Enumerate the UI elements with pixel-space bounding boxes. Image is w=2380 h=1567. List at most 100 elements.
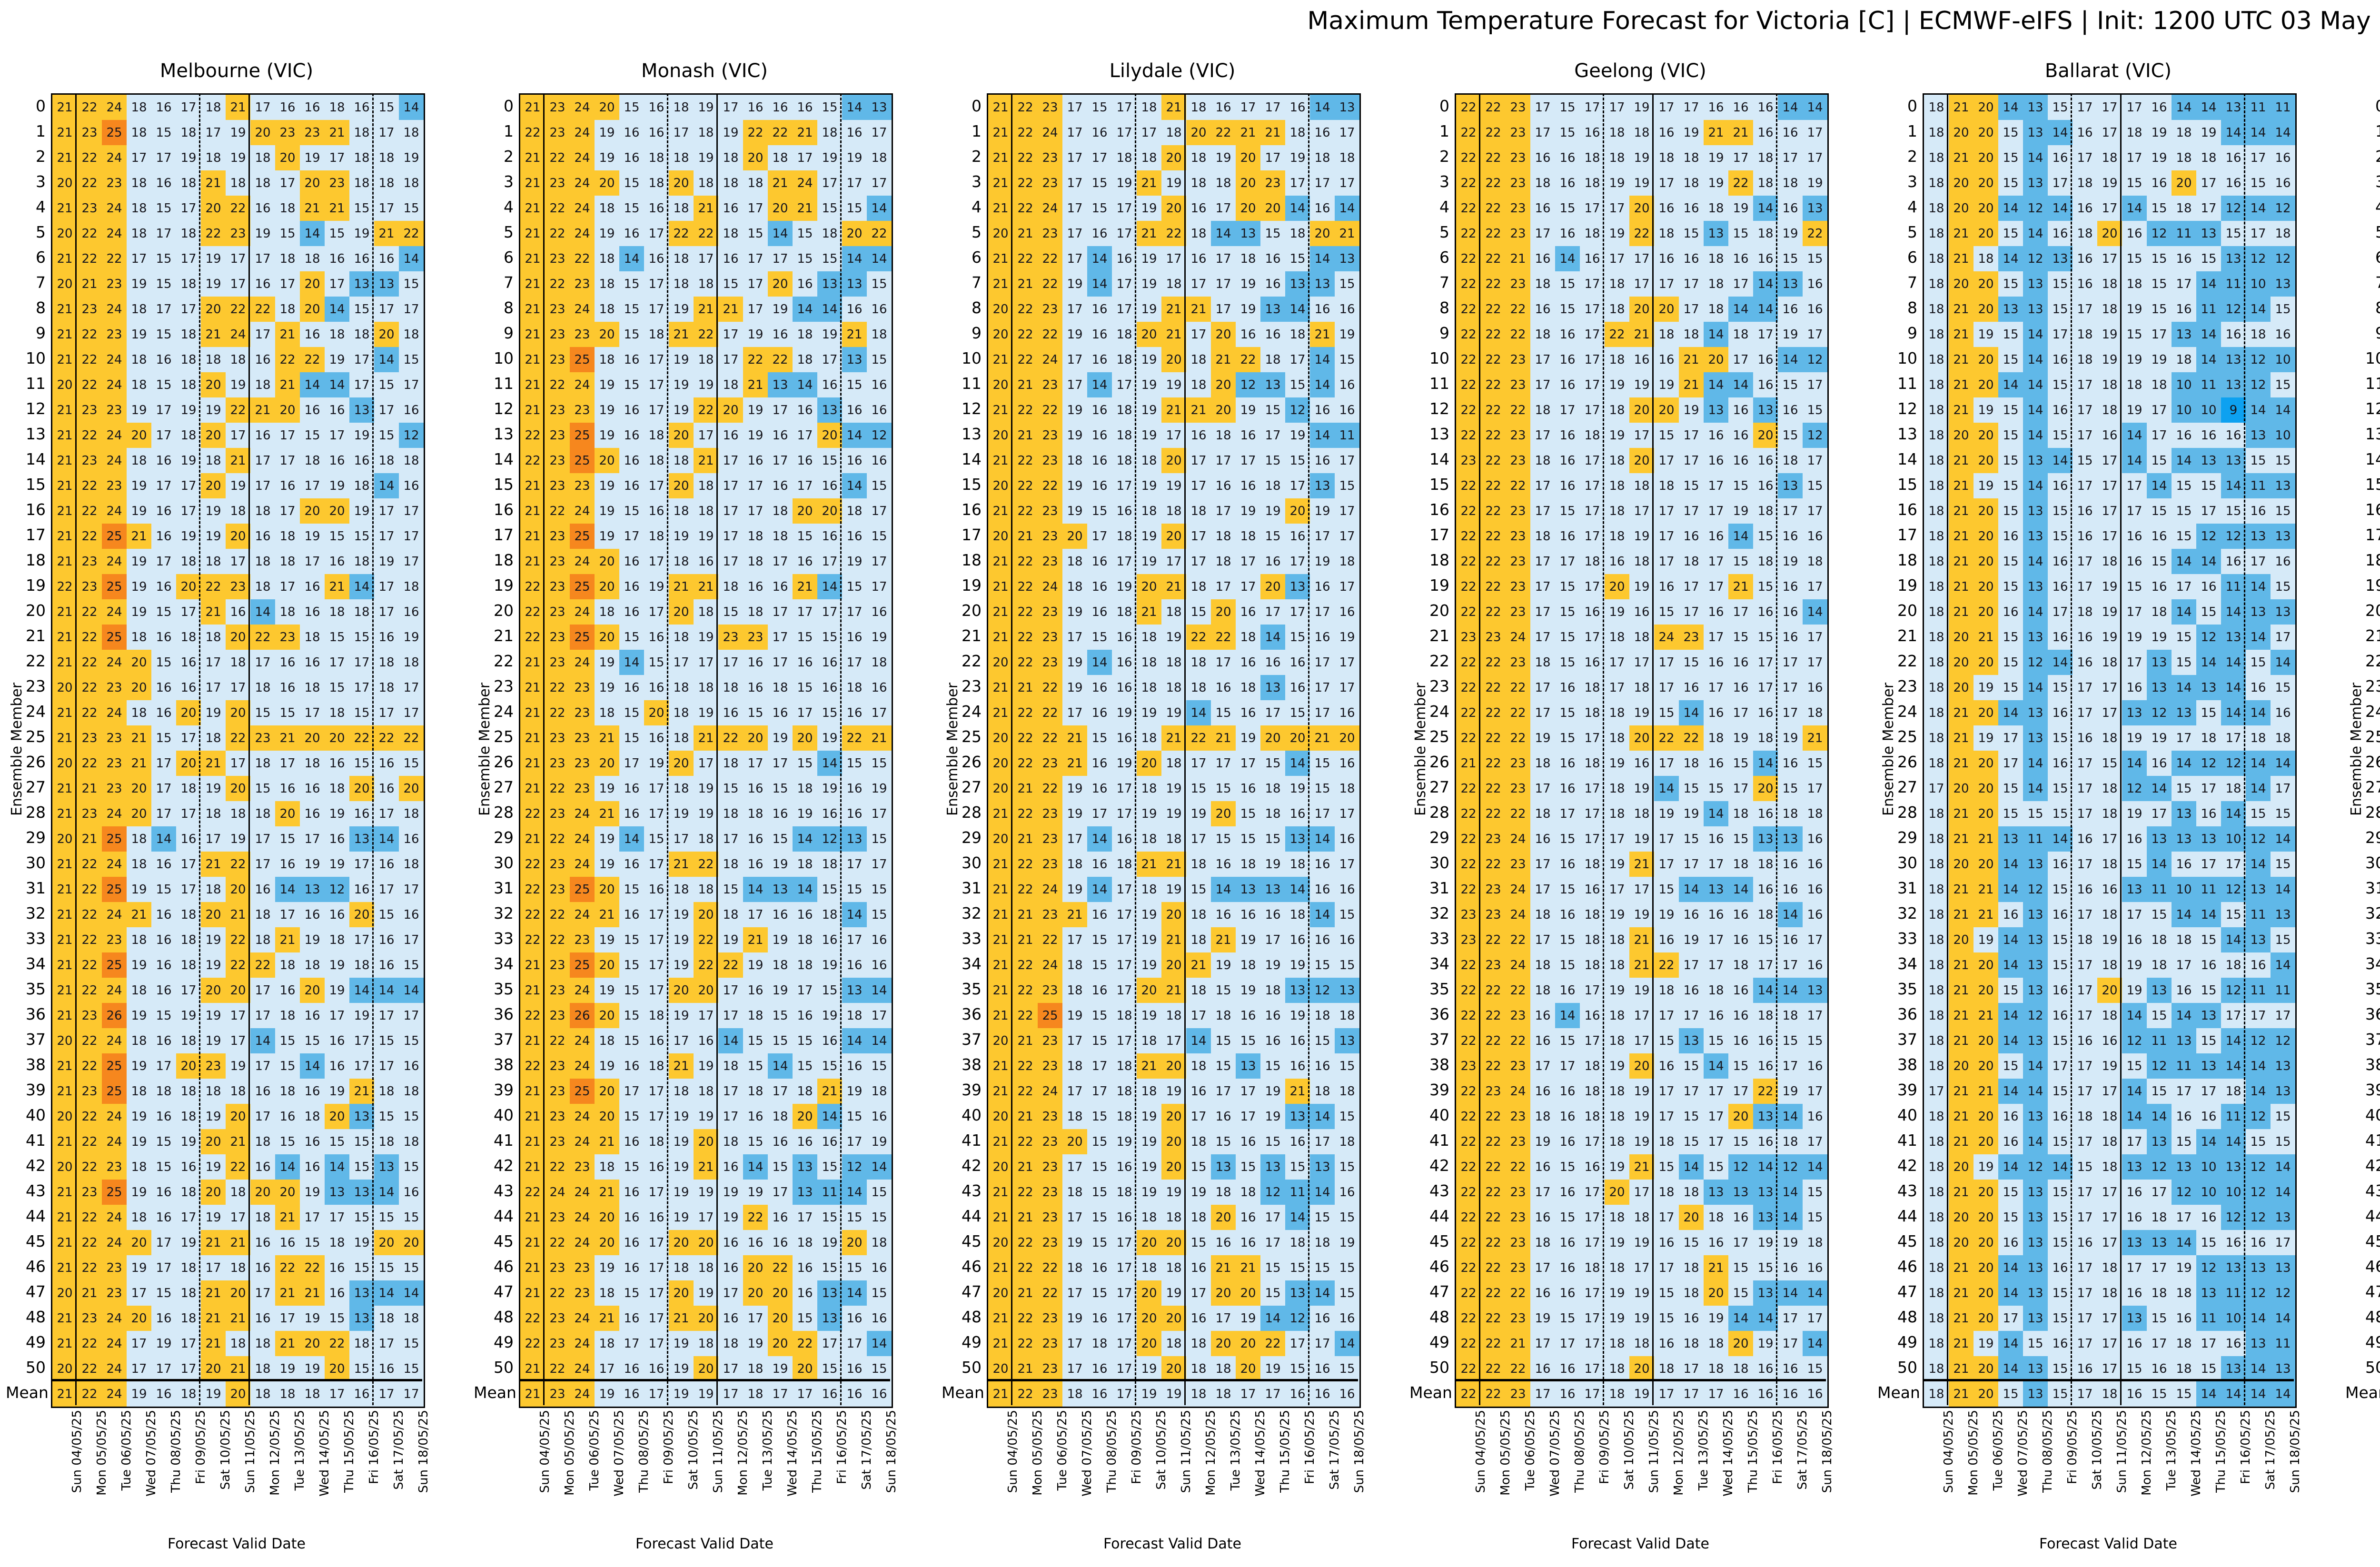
- temp-cell: 23: [1038, 599, 1062, 625]
- temp-cell: 14: [2196, 271, 2221, 297]
- temp-cell: 23: [102, 1280, 127, 1306]
- temp-cell: 15: [399, 1255, 424, 1280]
- temp-cell: 23: [1506, 1255, 1530, 1280]
- temp-cell: 15: [793, 675, 817, 700]
- temp-cell: 18: [694, 675, 718, 700]
- temp-cell: 17: [1679, 498, 1704, 524]
- temp-cell: 16: [1728, 650, 1753, 675]
- temp-cell: 19: [2147, 625, 2172, 650]
- temp-cell: 19: [669, 1205, 694, 1230]
- temp-cell: 18: [1137, 1205, 1161, 1230]
- temp-cell: 19: [1236, 1306, 1260, 1331]
- temp-cell: 16: [1310, 120, 1335, 145]
- temp-cell: 17: [669, 120, 694, 145]
- temp-cell: 23: [545, 524, 570, 549]
- temp-cell: 19: [817, 1230, 842, 1255]
- temp-cell: 17: [644, 1230, 669, 1255]
- temp-cell: 17: [226, 751, 250, 776]
- temp-cell: 20: [1629, 448, 1654, 473]
- temp-cell: 23: [1038, 1356, 1062, 1381]
- temp-cell: 21: [1013, 1154, 1038, 1180]
- temp-cell: 17: [374, 297, 399, 322]
- temp-cell: 14: [793, 372, 817, 397]
- temp-cell: 19: [349, 1230, 374, 1255]
- temp-cell: 17: [349, 650, 374, 675]
- temp-cell: 18: [201, 145, 226, 170]
- temp-cell: 17: [644, 397, 669, 423]
- temp-cell: 16: [1236, 1003, 1260, 1028]
- temp-cell: 19: [226, 120, 250, 145]
- temp-cell: 17: [2048, 1053, 2073, 1079]
- temp-cell: 16: [1087, 473, 1112, 498]
- temp-cell: 15: [2271, 498, 2295, 524]
- temp-cell: 17: [1580, 574, 1605, 599]
- temp-cell: 14: [2048, 196, 2073, 221]
- temp-cell: 22: [226, 927, 250, 952]
- temp-cell: 16: [250, 1154, 275, 1180]
- temp-cell: 13: [2023, 524, 2048, 549]
- temp-cell: 14: [1310, 95, 1335, 120]
- row-label-member: 18: [26, 551, 46, 569]
- temp-cell: 18: [2172, 120, 2196, 145]
- temp-cell: 18: [1137, 498, 1161, 524]
- temp-cell: 18: [595, 1280, 619, 1306]
- temp-cell: 15: [2271, 927, 2295, 952]
- temp-cell: 22: [275, 1255, 300, 1280]
- temp-cell: 15: [1211, 700, 1236, 725]
- temp-cell: 17: [1924, 776, 1949, 801]
- row-label-member: 38: [962, 1055, 982, 1074]
- temp-cell: 16: [1236, 1129, 1260, 1154]
- temp-cell: 22: [1506, 397, 1530, 423]
- temp-cell: 18: [1186, 498, 1211, 524]
- temp-cell: 23: [1456, 448, 1481, 473]
- temp-cell: 12: [2023, 196, 2048, 221]
- row-label-member: 1: [504, 122, 514, 140]
- temp-cell: 24: [102, 145, 127, 170]
- temp-cell: 18: [1285, 120, 1310, 145]
- temp-cell: 17: [1087, 801, 1112, 826]
- temp-cell: 17: [2196, 170, 2221, 196]
- temp-cell: 15: [1728, 625, 1753, 650]
- temp-cell: 21: [1704, 1255, 1728, 1280]
- temp-cell: 21: [127, 524, 151, 549]
- temp-cell: 22: [1753, 1079, 1778, 1104]
- temp-cell: 14: [1260, 625, 1285, 650]
- temp-cell: 18: [1924, 574, 1949, 599]
- x-tick-date-label: Fri 16/05/25: [2239, 1410, 2253, 1485]
- temp-cell: 18: [2073, 927, 2097, 952]
- temp-cell: 16: [2048, 347, 2073, 372]
- temp-cell: 22: [1456, 524, 1481, 549]
- temp-cell: 20: [842, 1230, 867, 1255]
- temp-cell: 17: [399, 877, 424, 902]
- temp-cell: 19: [349, 1003, 374, 1028]
- temp-cell: 18: [1260, 473, 1285, 498]
- temp-cell: 16: [1285, 650, 1310, 675]
- temp-cell: 17: [1285, 473, 1310, 498]
- temp-cell: 15: [1753, 524, 1778, 549]
- temp-cell: 16: [1236, 473, 1260, 498]
- temp-cell: 13: [1285, 826, 1310, 852]
- temp-cell: 12: [1728, 1154, 1753, 1180]
- temp-cell: 12: [2271, 196, 2295, 221]
- temp-cell: 19: [768, 1356, 793, 1381]
- temp-cell: 20: [1949, 650, 1973, 675]
- temp-cell: 16: [1753, 700, 1778, 725]
- temp-cell: 23: [1038, 801, 1062, 826]
- row-label-member: 6: [36, 248, 46, 267]
- temp-cell: 19: [867, 1129, 892, 1154]
- temp-cell: 22: [1456, 599, 1481, 625]
- temp-cell: 11: [2221, 271, 2246, 297]
- temp-cell: 22: [226, 852, 250, 877]
- temp-cell: 22: [399, 221, 424, 246]
- temp-cell: 18: [1137, 1255, 1161, 1280]
- temp-cell: 22: [77, 1154, 102, 1180]
- x-tick-date-label: Mon 05/05/25: [563, 1410, 577, 1496]
- temp-cell: 19: [1753, 1230, 1778, 1255]
- temp-cell: 16: [1778, 625, 1803, 650]
- temp-cell: 24: [102, 650, 127, 675]
- temp-cell: 17: [2196, 776, 2221, 801]
- temp-cell: 16: [2048, 1255, 2073, 1280]
- temp-cell: 17: [2271, 776, 2295, 801]
- temp-cell: 12: [2147, 221, 2172, 246]
- temp-cell: 15: [349, 700, 374, 725]
